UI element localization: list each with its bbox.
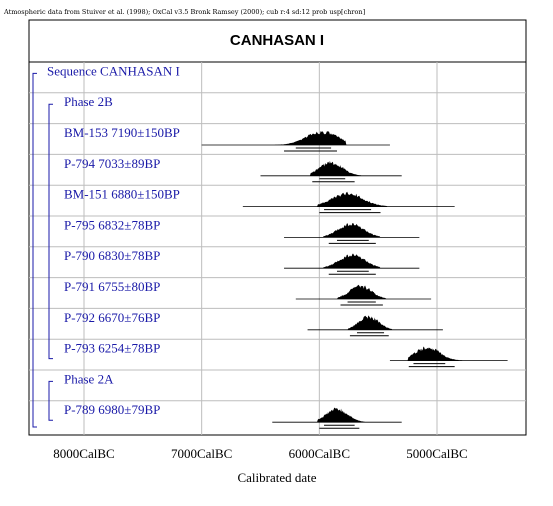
date-label: P-791 6755±80BP — [64, 279, 160, 294]
date-distribution — [284, 253, 420, 275]
posterior-distribution — [317, 407, 366, 423]
date-label: P-793 6254±78BP — [64, 341, 160, 356]
x-axis-ticks: 8000CalBC 7000CalBC 6000CalBC 5000CalBC — [53, 446, 467, 461]
x-tick-label: 8000CalBC — [53, 446, 114, 461]
x-axis-label: Calibrated date — [237, 470, 316, 485]
grid-layer — [29, 62, 526, 435]
posterior-distribution — [309, 160, 362, 176]
date-label: P-794 7033±89BP — [64, 156, 160, 171]
plot-frame — [28, 19, 527, 436]
posterior-distribution — [322, 223, 381, 238]
posterior-distribution — [347, 315, 393, 330]
posterior-distribution — [317, 191, 388, 207]
sequence-bracket — [32, 72, 37, 428]
chart-title: CANHASAN I — [230, 32, 324, 49]
posterior-distribution — [337, 284, 387, 299]
posterior-distribution — [322, 253, 381, 269]
date-label: P-790 6830±78BP — [64, 248, 160, 263]
phase-label: Phase 2B — [64, 94, 113, 109]
date-distribution — [201, 131, 390, 152]
date-distribution — [389, 346, 508, 368]
sequence-label: Sequence CANHASAN I — [47, 63, 180, 78]
date-label: P-792 6670±76BP — [64, 310, 160, 325]
x-tick-label: 7000CalBC — [171, 446, 232, 461]
date-distribution — [260, 160, 402, 183]
phase-label: Phase 2A — [64, 371, 114, 386]
phase-bracket — [48, 380, 53, 421]
x-tick-label: 5000CalBC — [406, 446, 467, 461]
date-distribution — [272, 407, 402, 429]
date-label: BM-153 7190±150BP — [64, 125, 180, 140]
posterior-distribution — [274, 131, 347, 145]
date-label: BM-151 6880±150BP — [64, 187, 180, 202]
phase-bracket — [48, 103, 53, 360]
posterior-distribution — [407, 346, 463, 361]
date-distribution — [242, 191, 455, 214]
date-distribution — [295, 284, 432, 306]
date-distribution — [307, 315, 443, 337]
date-label: P-789 6980±79BP — [64, 402, 160, 417]
date-distribution — [284, 223, 420, 244]
x-tick-label: 6000CalBC — [289, 446, 350, 461]
date-label: P-795 6832±78BP — [64, 217, 160, 232]
rows-layer: Sequence CANHASAN I Phase 2B BM-153 7190±1… — [32, 63, 508, 429]
credit-line: Atmospheric data from Stuiver et al. (19… — [3, 8, 365, 16]
